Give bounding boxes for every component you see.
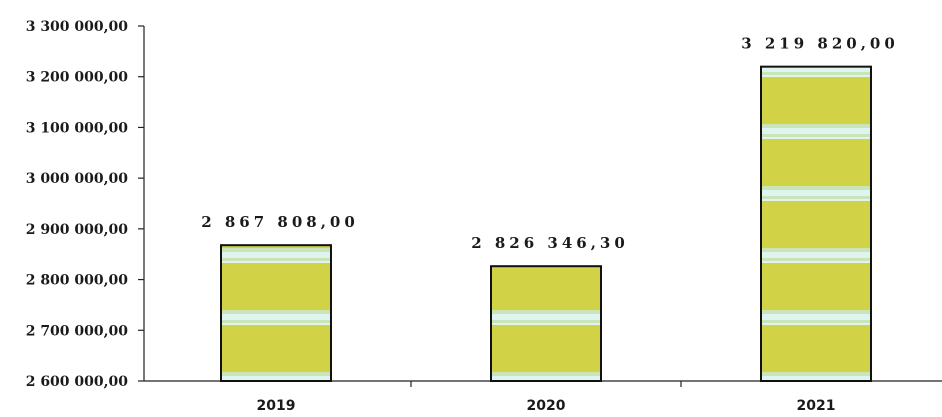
y-tick-label: 3 100 000,00 [26, 120, 129, 136]
bar-outline [760, 65, 872, 382]
y-tick-label: 3 000 000,00 [26, 171, 129, 187]
bar-outline [220, 244, 332, 382]
y-axis-ticks: 2 600 000,00 2 700 000,00 2 800 000,00 2 90… [26, 19, 144, 390]
data-label: 2 826 346,30 [471, 234, 629, 252]
y-tick-label: 2 800 000,00 [26, 273, 129, 289]
x-tick-label: 2020 [527, 398, 566, 414]
bar-fill [761, 66, 871, 381]
bar-2020 [490, 265, 602, 382]
y-tick-label: 3 300 000,00 [26, 19, 129, 35]
bar-2021 [760, 65, 872, 382]
y-tick-label: 2 600 000,00 [26, 374, 129, 390]
y-tick-label: 2 900 000,00 [26, 222, 129, 238]
bar-outline [490, 265, 602, 382]
bar-2019 [220, 244, 332, 382]
bar-fill [221, 245, 331, 381]
data-label: 2 867 808,00 [201, 213, 359, 231]
x-tick-label: 2021 [797, 398, 836, 414]
y-tick-label: 3 200 000,00 [26, 70, 129, 86]
x-axis-ticks: 2019 2020 2021 [257, 398, 836, 414]
x-tick-label: 2019 [257, 398, 296, 414]
bar-fill [491, 266, 601, 381]
y-tick-label: 2 700 000,00 [26, 323, 129, 339]
bars [220, 65, 872, 382]
data-labels: 2 867 808,00 2 826 346,30 3 219 820,00 [201, 35, 899, 253]
data-label: 3 219 820,00 [741, 35, 899, 53]
